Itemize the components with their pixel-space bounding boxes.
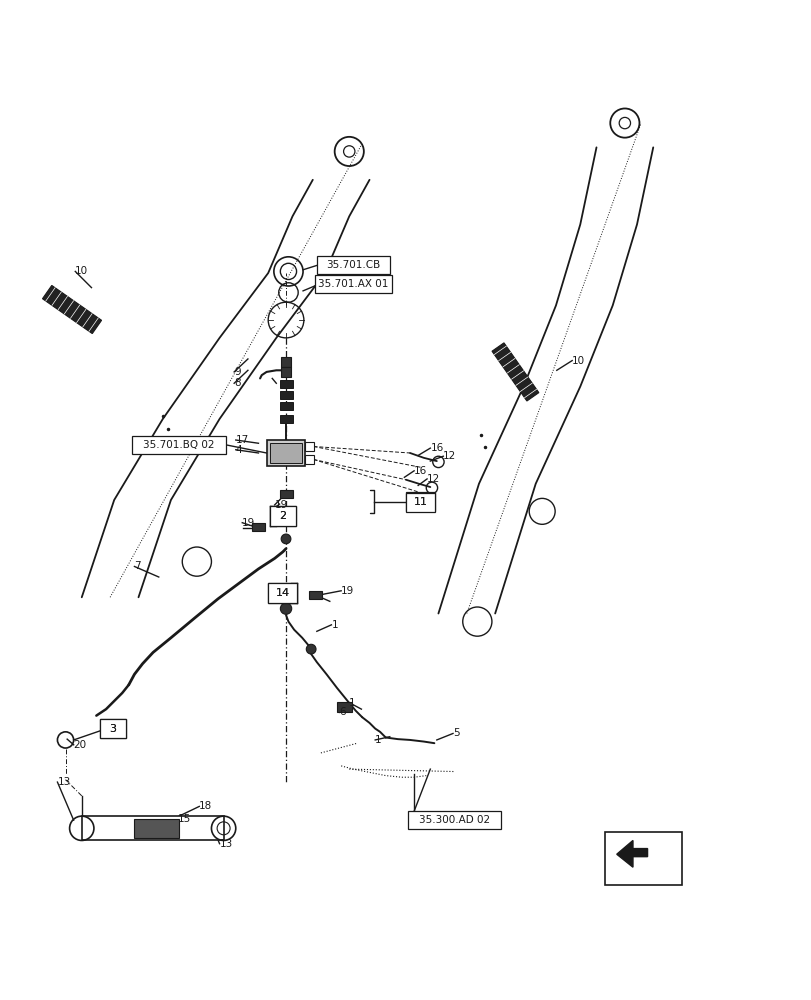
Bar: [268, 583, 297, 603]
Text: 7: 7: [135, 561, 141, 571]
Bar: [308, 591, 321, 599]
Bar: [491, 343, 539, 401]
Bar: [135, 819, 178, 838]
Text: 11: 11: [413, 497, 427, 507]
Text: 8: 8: [234, 378, 241, 388]
Bar: [316, 256, 389, 274]
Text: 35.701.CB: 35.701.CB: [326, 260, 380, 270]
Text: 19: 19: [341, 586, 354, 596]
Bar: [279, 391, 292, 399]
Text: 16: 16: [430, 443, 443, 453]
Circle shape: [306, 644, 315, 654]
Bar: [269, 506, 295, 526]
Bar: [279, 415, 292, 423]
Text: 12: 12: [427, 474, 440, 484]
Bar: [251, 523, 264, 531]
Bar: [268, 583, 297, 603]
Bar: [279, 402, 292, 410]
Text: 11: 11: [413, 497, 427, 507]
Text: 35.300.AD 02: 35.300.AD 02: [418, 815, 490, 825]
Text: 13: 13: [219, 839, 233, 849]
Bar: [100, 719, 126, 738]
Text: 17: 17: [235, 435, 249, 445]
Text: 12: 12: [443, 451, 456, 461]
Text: 19: 19: [242, 518, 255, 528]
Text: 3: 3: [109, 724, 116, 734]
Bar: [305, 442, 313, 451]
Text: 19: 19: [274, 500, 288, 510]
Text: 2: 2: [279, 511, 286, 521]
Bar: [315, 275, 392, 293]
Polygon shape: [616, 840, 646, 867]
Bar: [279, 490, 292, 498]
Bar: [100, 719, 126, 738]
Bar: [305, 455, 313, 464]
Text: 35.701.BQ 02: 35.701.BQ 02: [143, 440, 215, 450]
Text: 1: 1: [375, 735, 381, 745]
Text: 16: 16: [414, 466, 427, 476]
Circle shape: [281, 534, 290, 544]
Text: 20: 20: [74, 740, 87, 750]
Text: 35.701.AX 01: 35.701.AX 01: [318, 279, 388, 289]
Text: 4: 4: [235, 445, 242, 455]
Text: 1: 1: [331, 620, 337, 630]
Bar: [42, 285, 101, 334]
Text: 14: 14: [276, 588, 290, 598]
Bar: [269, 443, 302, 463]
Text: 14: 14: [276, 588, 290, 598]
Text: 9: 9: [234, 367, 241, 377]
Bar: [407, 811, 500, 829]
Text: 10: 10: [75, 266, 88, 276]
Text: 15: 15: [177, 814, 191, 824]
Bar: [266, 440, 305, 466]
Text: 6: 6: [339, 707, 345, 717]
Text: 2: 2: [279, 511, 286, 521]
Text: 1: 1: [349, 698, 355, 708]
Bar: [279, 380, 292, 388]
Bar: [269, 506, 295, 526]
Bar: [281, 357, 290, 367]
Text: 13: 13: [58, 777, 71, 787]
Bar: [82, 816, 223, 840]
Bar: [406, 493, 435, 512]
Bar: [132, 436, 225, 454]
Text: 3: 3: [109, 724, 116, 734]
Circle shape: [280, 603, 291, 614]
Bar: [281, 367, 290, 377]
Bar: [337, 702, 351, 712]
Text: 5: 5: [453, 728, 459, 738]
Text: 10: 10: [572, 356, 585, 366]
Text: 18: 18: [199, 801, 212, 811]
Bar: [604, 832, 680, 885]
Bar: [406, 492, 435, 511]
